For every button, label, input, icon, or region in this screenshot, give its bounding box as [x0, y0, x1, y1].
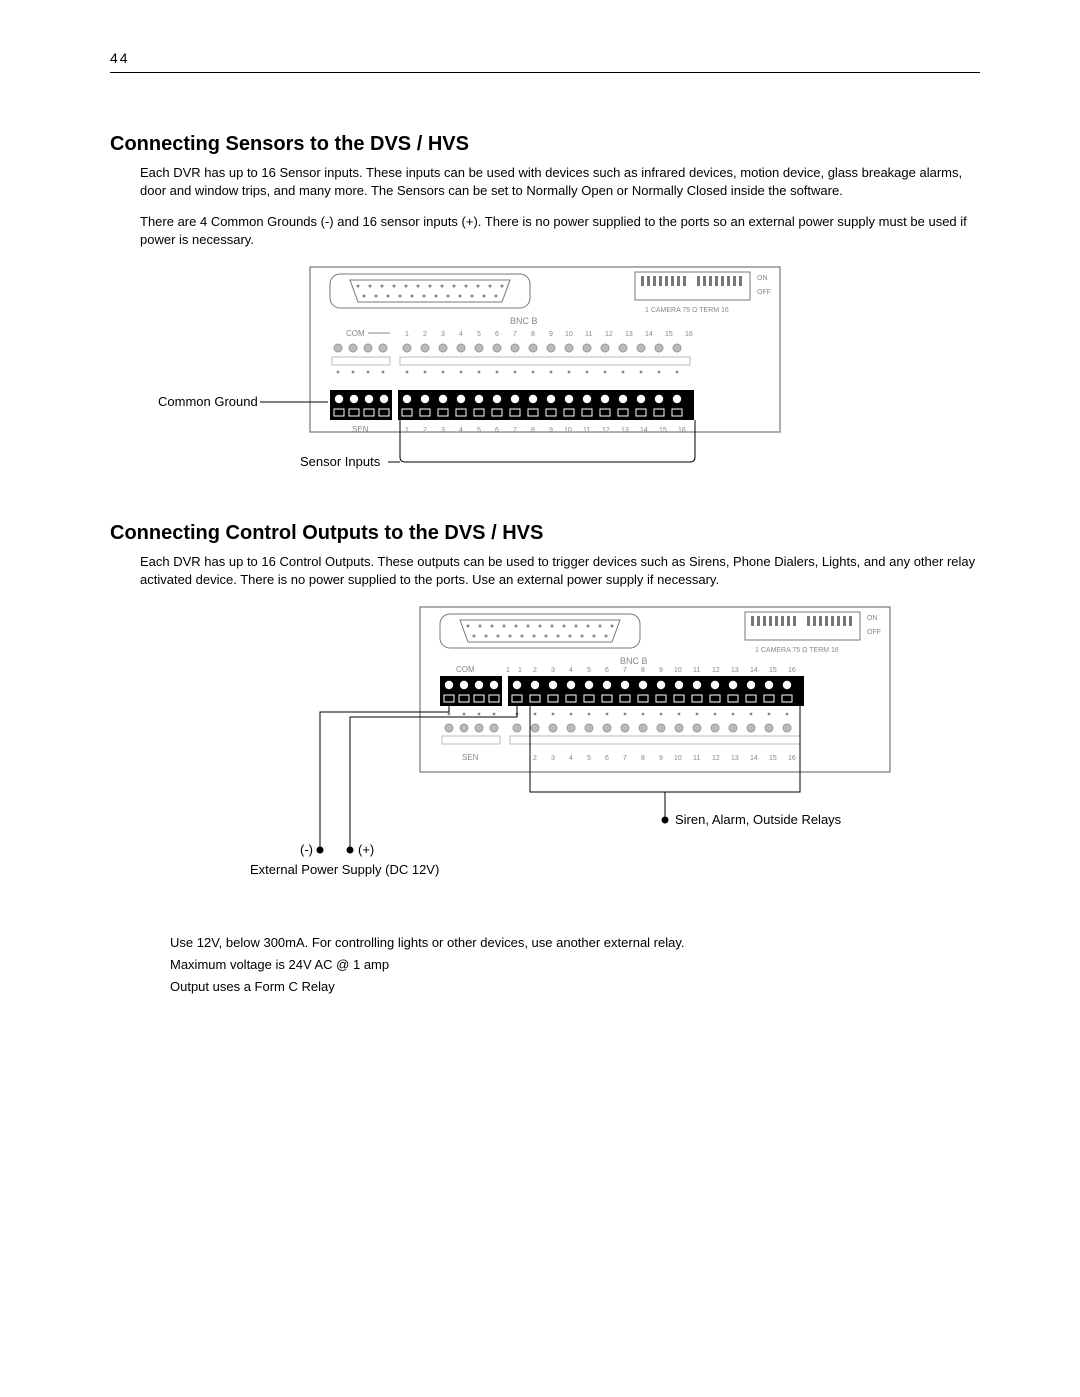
svg-text:4: 4	[459, 331, 463, 338]
section2-heading: Connecting Control Outputs to the DVS / …	[110, 522, 980, 545]
svg-text:COM: COM	[456, 665, 475, 674]
sensor-inputs-label: Sensor Inputs	[300, 454, 381, 469]
svg-text:OFF: OFF	[757, 289, 771, 296]
note3: Output uses a Form C Relay	[170, 976, 980, 998]
control-output-diagram: ON OFF 1 CAMERA 75 Ω TERM 16 BNC B COM 1…	[170, 602, 980, 892]
plus-label: (+)	[358, 842, 374, 857]
svg-text:12: 12	[712, 667, 720, 674]
svg-text:5: 5	[477, 331, 481, 338]
svg-text:15: 15	[769, 667, 777, 674]
svg-text:3: 3	[551, 755, 555, 762]
svg-text:4: 4	[569, 667, 573, 674]
svg-text:8: 8	[641, 755, 645, 762]
svg-text:1 CAMERA 75 Ω TERM 16: 1 CAMERA 75 Ω TERM 16	[755, 647, 839, 654]
svg-text:10: 10	[674, 755, 682, 762]
svg-text:2: 2	[533, 667, 537, 674]
svg-text:7: 7	[513, 331, 517, 338]
svg-text:12: 12	[602, 427, 610, 434]
sensor-diagram: ON OFF 1 CAMERA 75 Ω TERM 16 BNC B COM 1…	[140, 262, 980, 482]
svg-text:5: 5	[587, 755, 591, 762]
svg-text:6: 6	[605, 755, 609, 762]
section2-para1: Each DVR has up to 16 Control Outputs. T…	[140, 553, 980, 588]
svg-text:SEN: SEN	[352, 425, 369, 434]
svg-text:2: 2	[423, 427, 427, 434]
header-rule	[110, 72, 980, 73]
section1-heading: Connecting Sensors to the DVS / HVS	[110, 133, 980, 156]
svg-text:OFF: OFF	[867, 629, 881, 636]
svg-text:6: 6	[605, 667, 609, 674]
svg-text:7: 7	[513, 427, 517, 434]
svg-text:2: 2	[423, 331, 427, 338]
svg-text:3: 3	[551, 667, 555, 674]
note1: Use 12V, below 300mA. For controlling li…	[170, 932, 980, 954]
svg-text:11: 11	[583, 427, 590, 434]
notes-block: Use 12V, below 300mA. For controlling li…	[170, 932, 980, 998]
svg-text:3: 3	[441, 331, 445, 338]
svg-text:13: 13	[621, 427, 629, 434]
svg-text:4: 4	[569, 755, 573, 762]
svg-text:8: 8	[531, 331, 535, 338]
svg-text:14: 14	[640, 427, 648, 434]
svg-text:9: 9	[549, 427, 553, 434]
page-number: 44	[110, 50, 980, 66]
svg-text:13: 13	[731, 667, 739, 674]
svg-text:9: 9	[659, 667, 663, 674]
svg-text:6: 6	[495, 427, 499, 434]
svg-text:1 CAMERA 75 Ω TERM 16: 1 CAMERA 75 Ω TERM 16	[645, 307, 729, 314]
svg-text:16: 16	[788, 667, 796, 674]
svg-text:16: 16	[678, 427, 686, 434]
svg-text:13: 13	[625, 331, 633, 338]
svg-text:15: 15	[659, 427, 667, 434]
svg-text:13: 13	[731, 755, 739, 762]
svg-text:16: 16	[685, 331, 693, 338]
svg-text:3: 3	[441, 427, 445, 434]
svg-text:9: 9	[659, 755, 663, 762]
svg-text:COM: COM	[346, 329, 365, 338]
svg-text:4: 4	[459, 427, 463, 434]
bnc-label: BNC B	[510, 316, 538, 326]
svg-text:7: 7	[623, 667, 627, 674]
svg-text:15: 15	[769, 755, 777, 762]
svg-text:1: 1	[405, 427, 409, 434]
section1-para2: There are 4 Common Grounds (-) and 16 se…	[140, 213, 980, 248]
siren-label: Siren, Alarm, Outside Relays	[675, 812, 842, 827]
section1-para1: Each DVR has up to 16 Sensor inputs. The…	[140, 164, 980, 199]
svg-text:2: 2	[533, 755, 537, 762]
svg-text:10: 10	[565, 331, 573, 338]
svg-text:ON: ON	[757, 275, 768, 282]
svg-text:5: 5	[587, 667, 591, 674]
svg-text:11: 11	[585, 331, 592, 338]
svg-text:15: 15	[665, 331, 673, 338]
note2: Maximum voltage is 24V AC @ 1 amp	[170, 954, 980, 976]
svg-text:8: 8	[531, 427, 535, 434]
svg-text:10: 10	[564, 427, 572, 434]
svg-text:11: 11	[693, 667, 700, 674]
svg-text:9: 9	[549, 331, 553, 338]
svg-text:14: 14	[645, 331, 653, 338]
svg-text:SEN: SEN	[462, 753, 479, 762]
svg-text:14: 14	[750, 755, 758, 762]
svg-text:12: 12	[605, 331, 613, 338]
svg-text:10: 10	[674, 667, 682, 674]
svg-text:7: 7	[623, 755, 627, 762]
svg-text:1: 1	[518, 667, 522, 674]
svg-text:12: 12	[712, 755, 720, 762]
minus-label: (-)	[300, 842, 313, 857]
svg-text:1: 1	[405, 331, 409, 338]
common-ground-label: Common Ground	[158, 394, 258, 409]
svg-text:BNC B: BNC B	[620, 656, 648, 666]
svg-text:1: 1	[506, 667, 510, 674]
svg-text:14: 14	[750, 667, 758, 674]
svg-text:8: 8	[641, 667, 645, 674]
svg-text:16: 16	[788, 755, 796, 762]
svg-text:11: 11	[693, 755, 700, 762]
svg-text:5: 5	[477, 427, 481, 434]
svg-text:ON: ON	[867, 615, 878, 622]
svg-text:6: 6	[495, 331, 499, 338]
ext-power-label: External Power Supply (DC 12V)	[250, 862, 439, 877]
